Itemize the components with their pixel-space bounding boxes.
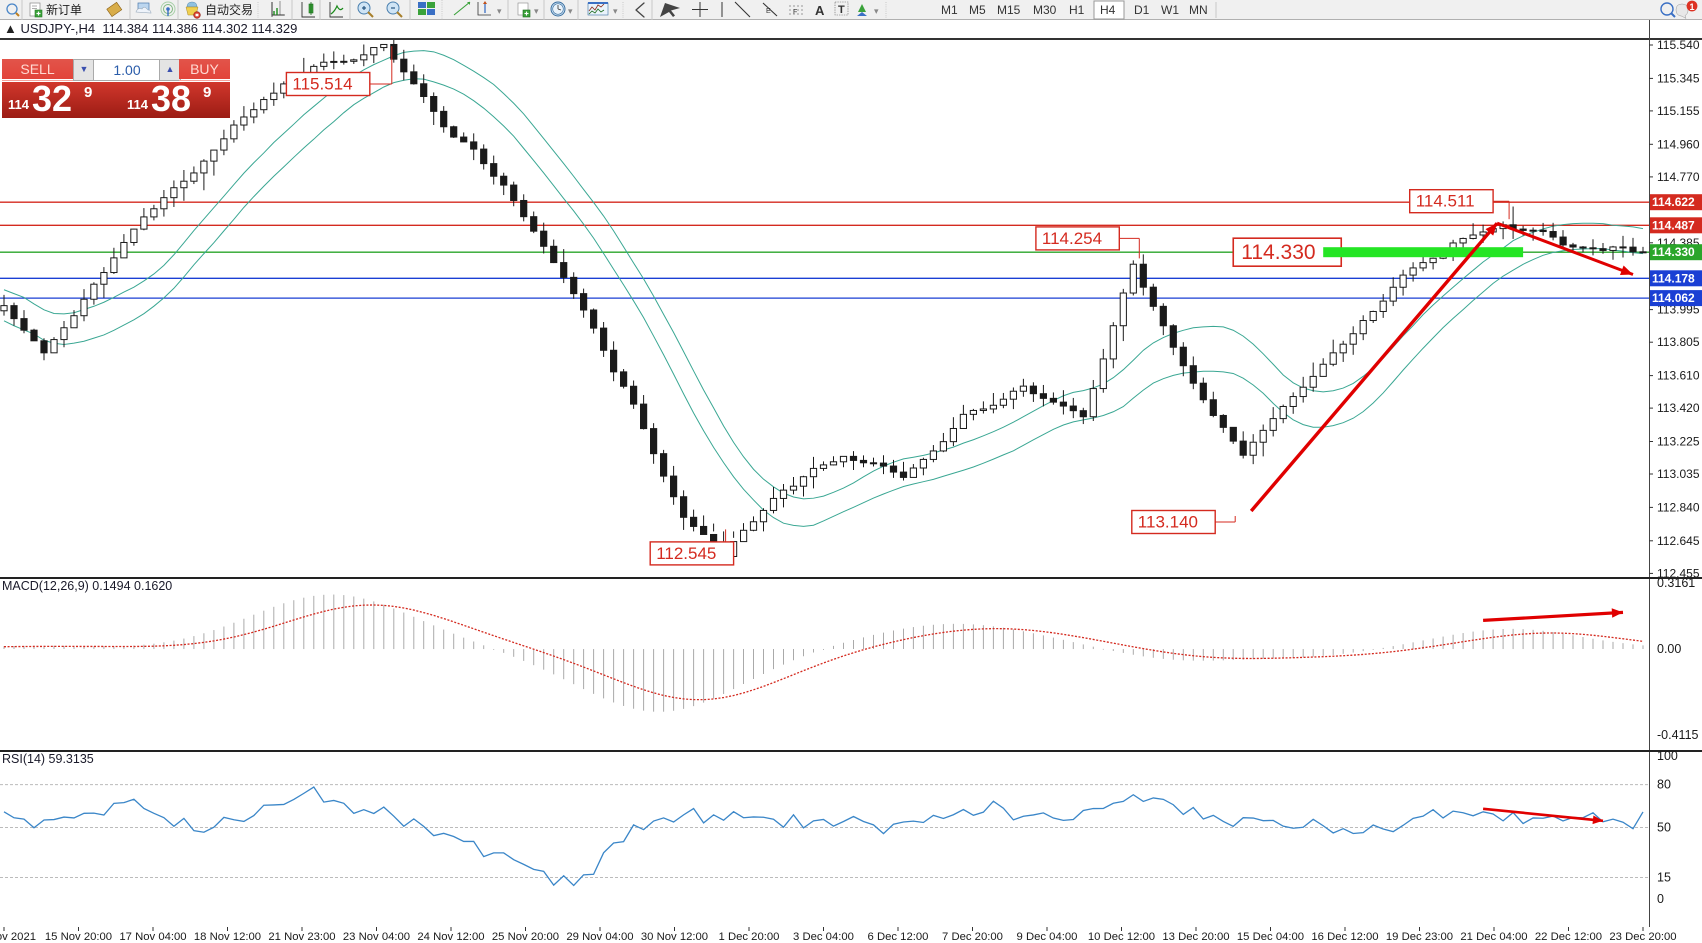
svg-text:25 Nov 20:00: 25 Nov 20:00 (492, 931, 559, 943)
svg-text:MN: MN (1189, 3, 1208, 17)
svg-text:22 Dec 12:00: 22 Dec 12:00 (1535, 931, 1602, 943)
svg-text:M1: M1 (941, 3, 958, 17)
svg-text:A: A (815, 3, 825, 18)
svg-text:112.545: 112.545 (656, 544, 716, 563)
svg-text:29 Nov 04:00: 29 Nov 04:00 (566, 931, 633, 943)
svg-text:6 Dec 12:00: 6 Dec 12:00 (868, 931, 929, 943)
svg-text:18 Nov 12:00: 18 Nov 12:00 (194, 931, 261, 943)
svg-text:21 Nov 23:00: 21 Nov 23:00 (268, 931, 335, 943)
svg-text:114.511: 114.511 (1416, 192, 1475, 211)
svg-text:115.514: 115.514 (292, 75, 352, 94)
svg-text:▾: ▾ (874, 6, 879, 16)
svg-text:23 Nov 04:00: 23 Nov 04:00 (343, 931, 410, 943)
svg-text:H1: H1 (1069, 3, 1085, 17)
svg-text:3 Dec 04:00: 3 Dec 04:00 (793, 931, 854, 943)
svg-text:24 Nov 12:00: 24 Nov 12:00 (417, 931, 484, 943)
svg-text:自动交易: 自动交易 (205, 2, 253, 17)
svg-text:▾: ▾ (497, 6, 502, 16)
svg-text:新订单: 新订单 (46, 2, 82, 17)
svg-text:16 Dec 12:00: 16 Dec 12:00 (1311, 931, 1378, 943)
svg-text:113.140: 113.140 (1138, 513, 1198, 532)
svg-text:▾: ▾ (568, 6, 573, 16)
svg-text:D1: D1 (1134, 3, 1150, 17)
svg-text:21 Dec 04:00: 21 Dec 04:00 (1460, 931, 1527, 943)
svg-text:10 Dec 12:00: 10 Dec 12:00 (1088, 931, 1155, 943)
svg-text:1 Dec 20:00: 1 Dec 20:00 (719, 931, 780, 943)
svg-text:9 Dec 04:00: 9 Dec 04:00 (1017, 931, 1078, 943)
svg-text:H4: H4 (1100, 3, 1116, 17)
svg-text:1: 1 (1690, 2, 1695, 12)
svg-text:114.330: 114.330 (1241, 241, 1315, 264)
svg-text:114.254: 114.254 (1042, 229, 1102, 248)
svg-text:23 Dec 20:00: 23 Dec 20:00 (1609, 931, 1676, 943)
svg-text:12 Nov 2021: 12 Nov 2021 (0, 931, 36, 943)
svg-text:▾: ▾ (613, 6, 618, 16)
svg-text:E: E (766, 8, 771, 15)
svg-text:15 Nov 20:00: 15 Nov 20:00 (45, 931, 112, 943)
svg-text:F: F (793, 9, 797, 16)
svg-text:17 Nov 04:00: 17 Nov 04:00 (119, 931, 186, 943)
svg-text:15 Dec 04:00: 15 Dec 04:00 (1237, 931, 1304, 943)
svg-text:30 Nov 12:00: 30 Nov 12:00 (641, 931, 708, 943)
svg-text:M30: M30 (1033, 3, 1057, 17)
svg-text:7 Dec 20:00: 7 Dec 20:00 (942, 931, 1003, 943)
svg-text:M5: M5 (969, 3, 986, 17)
svg-text:M15: M15 (997, 3, 1021, 17)
svg-text:W1: W1 (1161, 3, 1179, 17)
svg-text:13 Dec 20:00: 13 Dec 20:00 (1162, 931, 1229, 943)
svg-text:▾: ▾ (534, 6, 539, 16)
svg-text:T: T (838, 4, 845, 16)
svg-text:19 Dec 23:00: 19 Dec 23:00 (1386, 931, 1453, 943)
